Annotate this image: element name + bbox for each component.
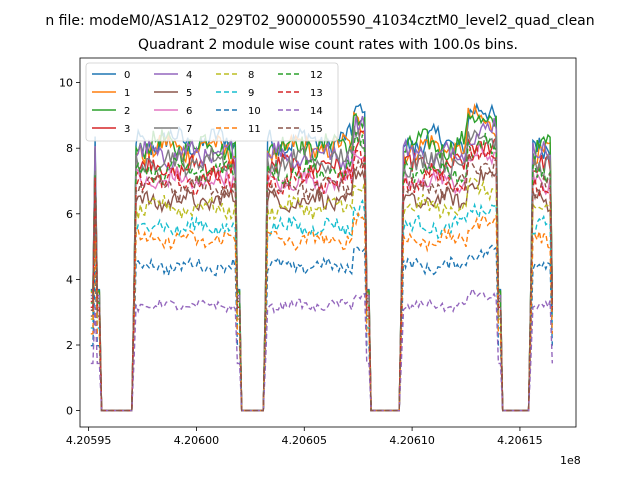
- legend-label-1: 1: [124, 88, 130, 99]
- legend-label-12: 12: [310, 70, 323, 81]
- series-line-11: [90, 211, 553, 412]
- y-tick-label: 0: [66, 405, 73, 418]
- axes-frame: [79, 57, 577, 428]
- legend-label-8: 8: [248, 70, 254, 81]
- legend-label-15: 15: [310, 124, 323, 135]
- suptitle: n file: modeM0/AS1A12_029T02_9000005590_…: [45, 13, 594, 29]
- legend-label-3: 3: [124, 124, 130, 135]
- x-tick-label: 4.20595: [66, 434, 112, 447]
- series-line-5: [90, 167, 553, 412]
- axis-ticks: 4.20595 4.20600 4.20605 4.20610 4.20615 0 2 4 6 8…: [59, 77, 543, 447]
- legend-label-0: 0: [124, 70, 130, 81]
- y-tick-label: 8: [66, 142, 73, 155]
- y-tick-label: 4: [66, 273, 73, 286]
- legend-label-9: 9: [248, 88, 254, 99]
- legend-label-6: 6: [186, 106, 192, 117]
- legend-label-2: 2: [124, 106, 130, 117]
- legend-label-5: 5: [186, 88, 192, 99]
- series-line-7: [90, 125, 553, 412]
- y-tick-label: 6: [66, 208, 73, 221]
- legend-label-4: 4: [186, 70, 192, 81]
- x-tick-label: 4.20610: [389, 434, 435, 447]
- x-tick-label: 4.20605: [282, 434, 328, 447]
- legend-label-7: 7: [186, 124, 192, 135]
- legend-label-10: 10: [248, 106, 261, 117]
- y-tick-label: 2: [66, 339, 73, 352]
- x-tick-label: 4.20615: [497, 434, 543, 447]
- series-line-14: [90, 286, 553, 412]
- series-line-13: [90, 145, 553, 412]
- legend-label-11: 11: [248, 124, 261, 135]
- x-offset-label: 1e8: [560, 454, 581, 467]
- y-tick-label: 10: [59, 77, 73, 90]
- series-line-9: [90, 198, 553, 412]
- legend-label-13: 13: [310, 88, 323, 99]
- legend-label-14: 14: [310, 106, 323, 117]
- legend-box: [85, 62, 339, 142]
- x-tick-label: 4.20600: [174, 434, 220, 447]
- axes-title: Quadrant 2 module wise count rates with …: [138, 37, 518, 53]
- series-line-8: [90, 176, 553, 412]
- series-line-10: [90, 244, 553, 412]
